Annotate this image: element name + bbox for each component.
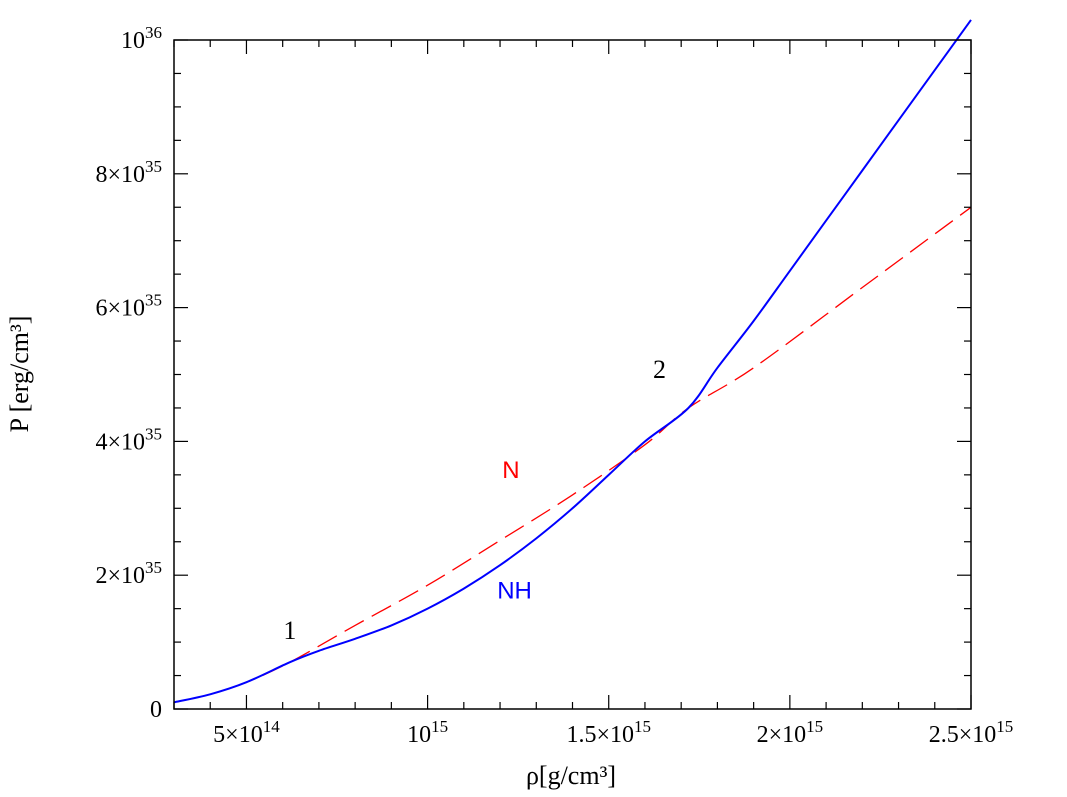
x-axis-label: ρ[g/cm³] xyxy=(526,761,616,790)
series-label-n: N xyxy=(502,457,519,484)
annotation-2: 2 xyxy=(653,355,666,384)
y-axis-label: P [erg/cm³] xyxy=(5,316,34,433)
annotation-1: 1 xyxy=(283,616,296,645)
x-tick-label: 2.5×1015 xyxy=(929,717,1014,748)
y-tick-label: 6×1035 xyxy=(95,291,162,322)
plot-frame xyxy=(173,39,972,710)
x-tick-label: 5×1014 xyxy=(213,717,280,748)
series-label-nh: NH xyxy=(497,578,532,605)
y-tick-label: 0 xyxy=(150,697,162,723)
x-tick-label: 1015 xyxy=(407,717,448,748)
series-nh-line xyxy=(173,19,972,704)
series-n-line xyxy=(173,206,972,703)
curves xyxy=(173,19,972,704)
y-tick-label: 8×1035 xyxy=(95,157,162,188)
tick-labels: 5×1014 1015 1.5×1015 2×1015 2.5×1015 0 2×1035 4… xyxy=(95,23,1013,748)
y-tick-label: 1036 xyxy=(121,23,162,54)
x-tick-label: 2×1015 xyxy=(757,717,824,748)
ticks xyxy=(173,39,972,710)
y-tick-label: 2×1035 xyxy=(95,558,162,589)
x-tick-label: 1.5×1015 xyxy=(566,717,651,748)
y-tick-label: 4×1035 xyxy=(95,424,162,455)
annotations: 1 2 N NH xyxy=(283,355,666,645)
